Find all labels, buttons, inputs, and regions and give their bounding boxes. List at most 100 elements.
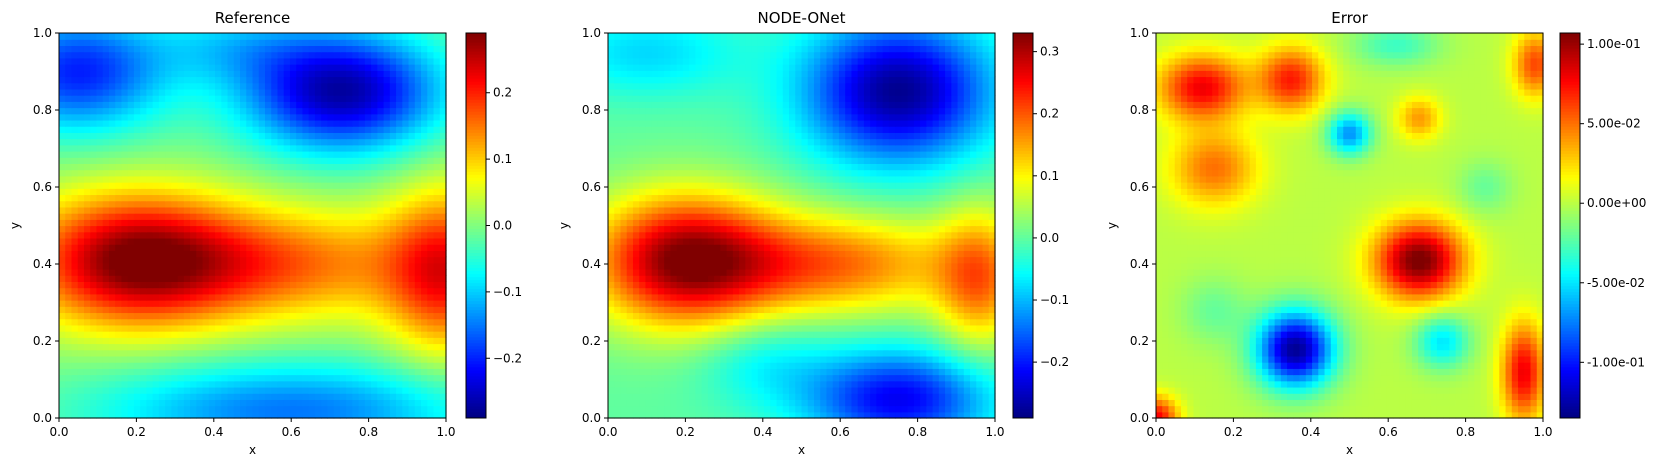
heatmap-cell [158,107,166,115]
heatmap-cell [976,368,984,376]
heatmap-cell [127,194,135,202]
heatmap-cell [208,182,216,189]
heatmap-cell [414,268,422,276]
heatmap-cell [408,45,416,53]
heatmap-cell [115,368,123,376]
heatmap-cell [96,256,104,264]
heatmap-cell [414,113,422,121]
heatmap-cell [308,95,316,102]
heatmap-cell [133,225,141,233]
heatmap-cell [707,393,715,400]
heatmap-cell [421,225,428,233]
heatmap-cell [439,194,447,202]
heatmap-cell [396,281,403,289]
heatmap-cell [83,138,91,146]
heatmap-cell [177,169,185,177]
heatmap-cell [408,182,416,189]
heatmap-cell [59,331,66,338]
heatmap-cell [321,237,328,245]
heatmap-cell [383,150,391,158]
heatmap-cell [96,188,104,196]
heatmap-cell [71,88,79,96]
heatmap-cell [402,82,410,90]
heatmap-cell [396,231,403,239]
heatmap-cell [333,225,341,233]
heatmap-cell [190,138,197,146]
colorbar-segment [466,318,486,323]
heatmap-cell [171,169,179,177]
heatmap-cell [346,45,353,53]
heatmap-cell [71,33,79,40]
heatmap-cell [127,225,135,233]
heatmap-cell [108,405,116,413]
heatmap-cell [252,219,260,227]
heatmap-cell [296,101,304,109]
heatmap-cell [127,119,135,127]
heatmap-cell [920,374,927,382]
heatmap-cell [221,200,229,208]
heatmap-cell [77,33,85,40]
heatmap-cell [258,349,266,357]
heatmap-cell [208,405,216,413]
heatmap-cell [920,337,927,345]
heatmap-cell [90,374,98,382]
heatmap-cell [108,250,116,258]
heatmap-cell [221,300,229,307]
heatmap-cell [358,82,366,90]
heatmap-cell [158,163,166,171]
heatmap-cell [408,107,416,115]
heatmap-cell [177,256,185,264]
y-tick-label: 1.0 [33,26,52,40]
heatmap-cell [626,393,634,400]
heatmap-cell [158,362,166,369]
heatmap-cell [71,175,79,183]
heatmap-cell [358,213,366,220]
heatmap-cell [776,411,784,419]
heatmap-cell [901,355,909,363]
heatmap-cell [102,331,110,338]
heatmap-cell [608,393,615,400]
heatmap-cell [183,306,191,314]
heatmap-cell [707,405,715,413]
heatmap-cell [90,126,98,133]
heatmap-cell [427,51,435,59]
colorbar-segment [466,390,486,395]
heatmap-cell [208,163,216,171]
heatmap-cell [183,213,191,220]
heatmap-cell [264,337,272,345]
heatmap-cell [608,374,615,382]
heatmap-cell [177,138,185,146]
heatmap-cell [626,318,634,326]
heatmap-cell [133,200,141,208]
heatmap-cell [389,33,397,40]
heatmap-cell [165,331,172,338]
heatmap-cell [895,324,902,332]
heatmap-cell [208,355,216,363]
heatmap-cell [202,250,210,258]
heatmap-cell [745,374,753,382]
heatmap-cell [439,45,447,53]
heatmap-cell [608,355,615,363]
heatmap-cell [133,76,141,84]
heatmap-cell [421,362,428,369]
colorbar-segment [466,213,486,217]
heatmap-cell [414,101,422,109]
heatmap-cell [115,300,123,307]
heatmap-cell [240,244,247,251]
heatmap-cell [289,219,297,227]
heatmap-cell [626,399,634,407]
heatmap-cell [196,318,204,326]
heatmap-cell [196,380,204,388]
heatmap-cell [171,362,179,369]
heatmap-cell [832,324,840,332]
heatmap-cell [296,405,304,413]
heatmap-cell [308,144,316,152]
heatmap-cell [421,76,428,84]
heatmap-cell [240,405,247,413]
heatmap-cell [339,175,347,183]
heatmap-cell [414,213,422,220]
heatmap-cell [421,175,428,183]
heatmap-cell [664,318,672,326]
heatmap-cell [358,169,366,177]
heatmap-cell [327,182,335,189]
